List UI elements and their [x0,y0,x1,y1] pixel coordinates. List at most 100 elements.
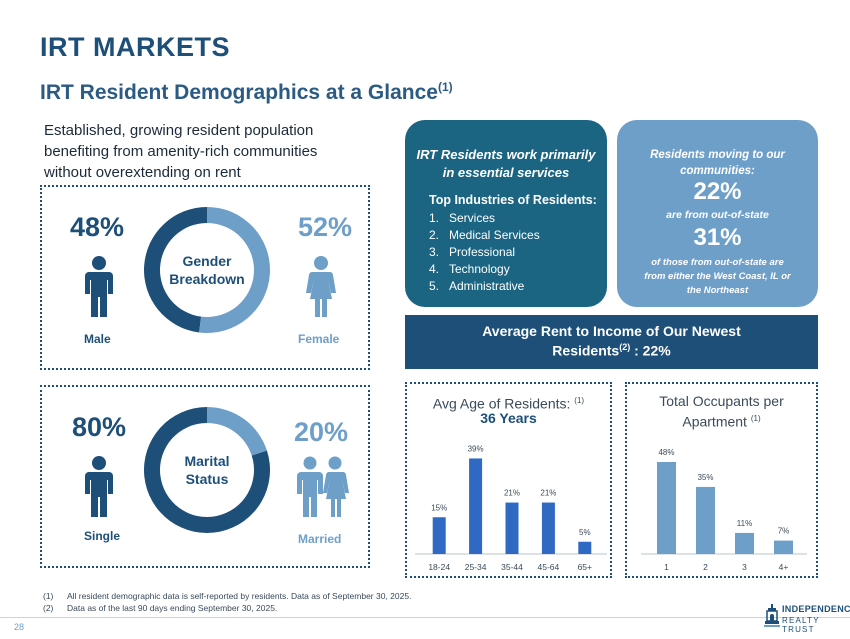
rent-to-income-banner: Average Rent to Income of Our Newest Res… [405,315,818,369]
industries-subheading: Top Industries of Residents: [429,193,597,207]
moving-heading: Residents moving to our communities: [617,147,818,179]
female-label: Female [298,332,340,346]
gender-donut-title-line: Gender [182,253,232,269]
occupants-chart-title-text: Apartment [682,413,747,430]
age-chart-subtitle: 36 Years [480,410,537,426]
subtitle-text: IRT Resident Demographics at a Glance [40,81,438,104]
page-title: IRT MARKETS [40,32,230,62]
list-item-label: Technology [449,262,510,276]
married-label: Married [298,532,342,546]
industries-heading-line: IRT Residents work primarily [416,147,596,162]
chart-bar [505,502,519,554]
rent-banner-prefix: Residents [552,342,620,359]
intro-line: without overextending on rent [44,164,241,181]
age-chart-footnote-ref: (1) [574,396,585,405]
chart-category-label: 2 [703,562,708,572]
rent-banner-line1: Average Rent to Income of Our Newest [482,323,741,339]
chart-bar [774,540,793,554]
chart-bar [657,462,676,554]
marital-donut-chart [144,407,270,533]
industries-heading: IRT Residents work primarily in essentia… [415,146,597,182]
male-percent: 48% [70,212,125,242]
list-item-number: 5. [429,279,440,293]
married-percent: 20% [294,417,349,447]
chart-bar [735,532,754,554]
company-logo: INDEPENDENCE REALTY TRUST [762,602,850,634]
list-item: 5. Administrative [429,278,540,295]
gender-donut-female-segment [199,207,270,333]
gender-donut-male-segment [143,207,207,333]
age-bar-chart: 15% 18-24 39% 25-34 21% 35-44 21% 45-64 5% 65+ [415,444,607,572]
occupants-bar-chart: 48% 1 35% 2 11% 3 7% 4+ [641,448,807,572]
chart-data-label: 5% [579,528,591,537]
coastal-percent: 31% [693,224,742,251]
chart-category-label: 3 [742,562,747,572]
marital-donut-married-segment [207,407,267,456]
list-item-label: Medical Services [449,228,540,242]
footer-divider [0,617,850,618]
list-item-label: Professional [449,245,516,259]
moving-residents-card: Residents moving to our communities: 22%… [617,120,818,307]
rent-banner-footnote-ref: (2) [619,342,631,352]
out-of-state-percent: 22% [693,178,742,205]
list-item-number: 1. [429,211,440,225]
age-chart-title: Avg Age of Residents: (1) [407,392,610,413]
single-person-icon [85,456,113,517]
footnote: (2) Data as of the last 90 days ending Se… [43,602,411,614]
female-icon [306,256,336,317]
chart-data-label: 48% [658,448,674,457]
marital-donut-title: Marital Status [157,452,257,488]
page-number: 28 [14,622,25,632]
chart-bar [469,458,483,554]
footnote-number: (1) [43,591,54,601]
chart-data-label: 35% [697,473,713,482]
industries-list: 1. Services 2. Medical Services 3. Professi… [429,210,540,295]
page-subtitle: IRT Resident Demographics at a Glance(1) [40,80,453,105]
list-item-label: Services [449,211,496,225]
chart-category-label: 4+ [779,562,789,572]
marital-donut-title-line: Status [185,471,229,487]
occupants-chart-footnote-ref: (1) [750,414,761,423]
chart-category-label: 65+ [578,562,592,572]
single-percent: 80% [72,412,127,442]
intro-text: Established, growing resident population… [44,120,374,183]
chart-data-label: 11% [737,519,752,528]
age-chart-title-text: Avg Age of Residents: [432,395,571,412]
logo-name-line1: INDEPENDENCE [782,604,850,614]
gender-donut-title: Gender Breakdown [157,252,257,288]
coastal-text-line: of those from out-of-state are [651,257,784,268]
age-chart-panel: Avg Age of Residents: (1) 36 Years 15% 18… [405,382,612,578]
chart-bar [541,502,555,554]
footnote-text: Data as of the last 90 days ending Septe… [67,603,278,613]
list-item-label: Administrative [449,279,525,293]
gender-donut-chart [143,207,270,333]
rent-banner-line2: Residents(2) : 22% [405,342,818,359]
chart-data-label: 21% [540,489,556,498]
chart-data-label: 7% [778,527,790,536]
rent-banner-value: : 22% [630,342,671,359]
occupants-chart-panel: Total Occupants per Apartment (1) 48% 1 35… [625,382,818,578]
logo-name-line2: REALTY TRUST [782,616,820,634]
occupants-chart-title-line: Total Occupants per [659,393,784,409]
bell-tower-icon [764,604,780,627]
list-item: 1. Services [429,210,540,227]
list-item: 2. Medical Services [429,227,540,244]
marital-donut-title-line: Marital [184,453,230,469]
intro-line: benefiting from amenity-rich communities [44,143,318,160]
list-item: 4. Technology [429,261,540,278]
chart-data-label: 15% [431,503,447,512]
occupants-chart-title-line: Apartment (1) [627,410,816,431]
chart-bar [696,486,715,554]
chart-category-label: 1 [664,562,669,572]
single-label: Single [84,529,121,543]
chart-data-label: 39% [468,444,484,453]
male-icon [85,256,113,317]
gender-donut-title-line: Breakdown [169,271,245,287]
marital-panel: 80% Single Marital Status 20% Married [40,385,370,568]
footnote-number: (2) [43,603,54,613]
list-item-number: 2. [429,228,440,242]
occupants-chart-title: Total Occupants per Apartment (1) [627,392,816,431]
intro-line: Established, growing resident population [44,122,314,139]
female-percent: 52% [298,212,353,242]
footnote-text: All resident demographic data is self-re… [67,591,412,601]
